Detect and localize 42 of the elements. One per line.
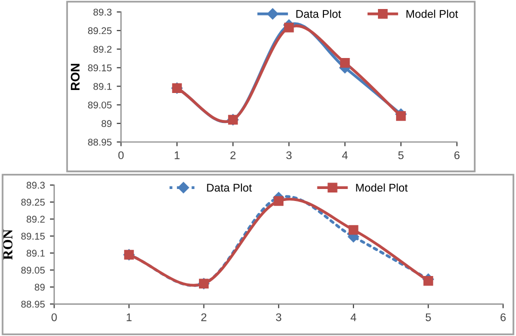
x-tick-label: 4	[350, 313, 356, 322]
x-tick-label: 1	[126, 313, 132, 322]
y-tick-label: 88.95	[21, 300, 45, 308]
legend-label: Data Plot	[207, 183, 252, 192]
x-tick-label: 5	[398, 151, 404, 160]
x-tick-label: 0	[118, 151, 124, 160]
x-tick-label: 1	[174, 151, 180, 160]
x-tick-label: 0	[52, 313, 57, 322]
x-tick-label: 3	[286, 151, 292, 160]
x-tick-label: 3	[276, 313, 282, 322]
y-tick-label: 89.05	[88, 102, 112, 108]
x-tick-label: 2	[230, 151, 236, 160]
y-tick-label: 89	[102, 120, 112, 128]
y-tick-label: 89.25	[21, 198, 45, 206]
point	[348, 225, 358, 235]
y-tick-label: 89.1	[26, 250, 45, 257]
x-tick-label: 4	[342, 151, 348, 160]
point	[396, 111, 406, 121]
y-tick-label: 89.25	[88, 27, 112, 34]
point	[423, 276, 434, 286]
legend-label: Model Plot	[356, 183, 408, 192]
x-tick-label: 6	[454, 151, 460, 160]
y-axis-title: RON	[70, 64, 80, 90]
x-tick-label: 5	[426, 313, 431, 322]
point	[284, 22, 294, 32]
y-axis-title: RON	[3, 229, 12, 260]
y-tick-label: 89.2	[26, 216, 45, 223]
point	[340, 58, 350, 68]
y-tick-label: 89.3	[93, 8, 112, 16]
y-tick-label: 89.05	[21, 266, 45, 274]
legend-label: Data Plot	[296, 10, 342, 18]
x-tick-label: 2	[201, 313, 206, 322]
point	[274, 196, 284, 206]
y-tick-label: 89.1	[93, 83, 112, 90]
y-tick-label: 89.2	[93, 46, 112, 53]
y-tick-label: 89	[34, 284, 45, 291]
y-tick-label: 89.3	[26, 182, 45, 189]
y-tick-label: 88.95	[88, 138, 112, 146]
legend-label: Model Plot	[406, 10, 458, 18]
y-tick-label: 89.15	[88, 64, 112, 72]
x-tick-label: 6	[500, 313, 506, 322]
y-tick-label: 89.15	[21, 232, 45, 240]
